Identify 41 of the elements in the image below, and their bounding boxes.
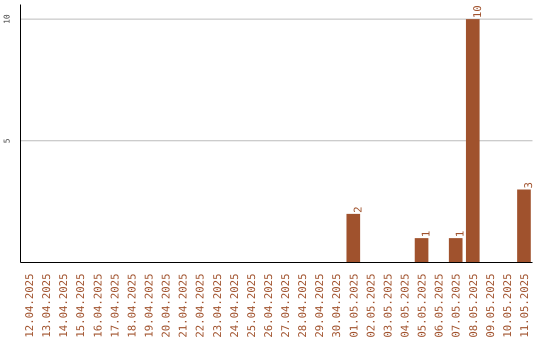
x-tick-label: 21.04.2025 [176,274,190,338]
x-tick-label: 05.05.2025 [416,274,429,338]
x-tick-label: 02.05.2025 [364,274,378,338]
x-tick-label: 14.04.2025 [57,274,70,338]
x-tick-label: 23.04.2025 [210,274,224,338]
x-tick-label: 07.05.2025 [450,274,463,338]
x-tick-label: 15.04.2025 [74,274,88,338]
x-tick-label: 04.05.2025 [398,274,412,338]
x-tick-label: 16.04.2025 [91,274,104,338]
x-tick-label: 17.04.2025 [108,274,122,338]
data-label: 3 [522,182,535,188]
x-tick-label: 08.05.2025 [466,274,480,338]
x-tick-label: 30.04.2025 [330,274,344,338]
x-tick-label: 18.04.2025 [125,274,138,338]
x-tick-label: 24.04.2025 [228,274,241,338]
x-tick-label: 29.04.2025 [313,274,326,338]
x-tick-label: 26.04.2025 [262,274,275,338]
data-label: 1 [420,230,433,238]
x-tick-label: 27.04.2025 [279,274,292,338]
x-tick-label: 10.05.2025 [500,274,514,338]
x-tick-label: 09.05.2025 [484,274,497,338]
x-tick-label: 01.05.2025 [347,274,360,338]
x-tick-label: 11.05.2025 [518,274,531,338]
data-label: 1 [454,230,467,238]
data-label: 2 [351,206,364,213]
x-tick-label: 19.04.2025 [142,274,156,338]
data-label: 10 [470,5,484,18]
x-tick-label: 06.05.2025 [432,274,446,338]
bar [448,238,463,262]
bar [517,189,531,262]
x-tick-label: 03.05.2025 [381,274,394,338]
bar [414,238,428,262]
bar [466,19,480,262]
x-tick-label: 28.04.2025 [296,274,310,338]
x-tick-label: 13.04.2025 [40,274,54,338]
x-tick-label: 25.04.2025 [244,274,258,338]
x-tick-label: 22.04.2025 [194,274,207,338]
bar [346,214,360,262]
x-tick-label: 12.04.2025 [23,274,36,338]
x-tick-label: 20.04.2025 [160,274,173,338]
y-tick-label: 5 [2,138,12,144]
